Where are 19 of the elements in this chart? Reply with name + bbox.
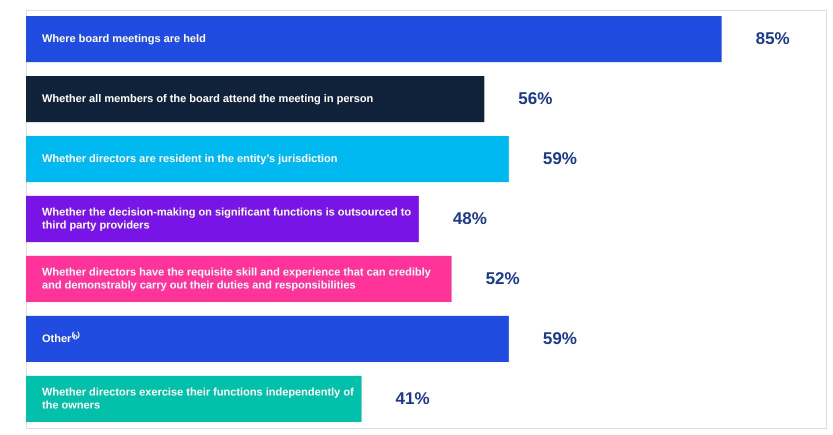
data-label: 59% <box>542 328 577 348</box>
y-tick-label: Whether directors have the requisite skill and experience that can credibly and demonstrably carry out their duties and responsibilities <box>42 266 432 292</box>
bar <box>26 376 362 422</box>
y-tick-label: Whether the decision-making on significant functions is outsourced to third party providers <box>42 206 412 232</box>
data-label: 59% <box>542 149 577 168</box>
data-label: 85% <box>756 29 790 48</box>
data-label: 48% <box>452 209 487 228</box>
y-tick-label: Where board meetings are held <box>42 33 206 46</box>
y-tick-label: Other⁽ᵇ⁾ <box>42 330 81 345</box>
data-label: 56% <box>518 89 552 108</box>
data-label: 52% <box>486 268 520 288</box>
y-tick-label: Whether all members of the board attend the meeting in person <box>42 93 374 106</box>
bar <box>26 136 509 182</box>
bar <box>26 316 509 362</box>
bar <box>26 16 722 62</box>
y-tick-label: Whether directors are resident in the entity’s jurisdiction <box>42 153 338 166</box>
y-tick-label: Whether directors exercise their functions independently of the owners <box>42 386 354 412</box>
data-label: 41% <box>396 388 430 408</box>
bar <box>26 76 484 122</box>
